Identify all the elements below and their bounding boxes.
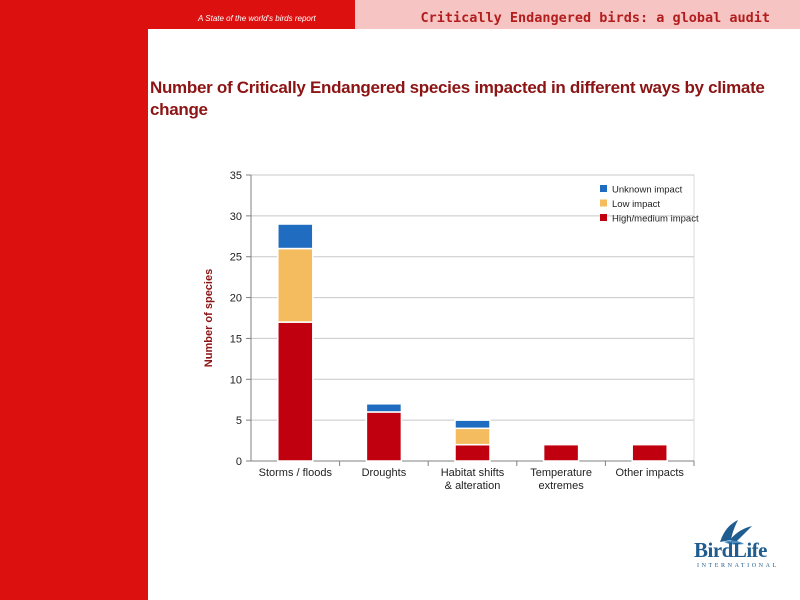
legend-label: Unknown impact	[612, 185, 683, 196]
y-tick-label: 5	[236, 415, 242, 427]
left-red-sidebar	[0, 0, 148, 600]
logo-sub: INTERNATIONAL	[697, 563, 779, 569]
bar-segment	[365, 403, 403, 413]
y-tick-label: 20	[230, 293, 242, 305]
plot-area	[250, 174, 695, 462]
x-tick-label: Habitat shifts	[441, 467, 505, 479]
x-tick-label: extremes	[538, 480, 584, 492]
top-band-pink	[355, 0, 800, 29]
report-label: A State of the world's birds report	[198, 14, 316, 23]
bird-logo-icon	[720, 520, 752, 545]
top-band-red	[148, 0, 355, 29]
x-tick-label: & alteration	[445, 480, 501, 492]
x-tick-label: Temperature	[530, 467, 592, 479]
y-tick-label: 10	[230, 374, 242, 386]
legend-swatch	[600, 185, 607, 192]
x-tick-label: Storms / floods	[259, 467, 333, 479]
bar-segment	[542, 443, 580, 462]
y-tick-label: 15	[230, 333, 242, 345]
y-tick-label: 0	[236, 456, 242, 468]
legend-label: High/medium impact	[612, 214, 699, 225]
bar-segment	[277, 223, 314, 250]
x-tick-label: Droughts	[362, 467, 407, 479]
x-tick-label: Other impacts	[615, 467, 684, 479]
bar-segment	[631, 443, 668, 462]
bar-segment	[454, 419, 491, 430]
legend-swatch	[600, 199, 607, 207]
bar-segment	[277, 321, 314, 462]
bar-segment	[365, 411, 403, 462]
y-tick-label: 35	[230, 170, 242, 182]
bar-segment	[277, 247, 314, 323]
header-title: Critically Endangered birds: a global au…	[420, 10, 771, 26]
y-tick-label: 25	[230, 252, 242, 264]
y-axis-label: Number of species	[203, 269, 215, 367]
bar-segment	[454, 427, 491, 446]
bar-segment	[454, 443, 491, 462]
logo-name: BirdLife	[694, 538, 768, 562]
birdlife-logo: BirdLife INTERNATIONAL	[694, 518, 784, 573]
legend-swatch	[600, 214, 607, 221]
y-tick-label: 30	[230, 211, 242, 223]
slide-title: Number of Critically Endangered species …	[150, 78, 765, 119]
legend-label: Low impact	[612, 199, 660, 210]
